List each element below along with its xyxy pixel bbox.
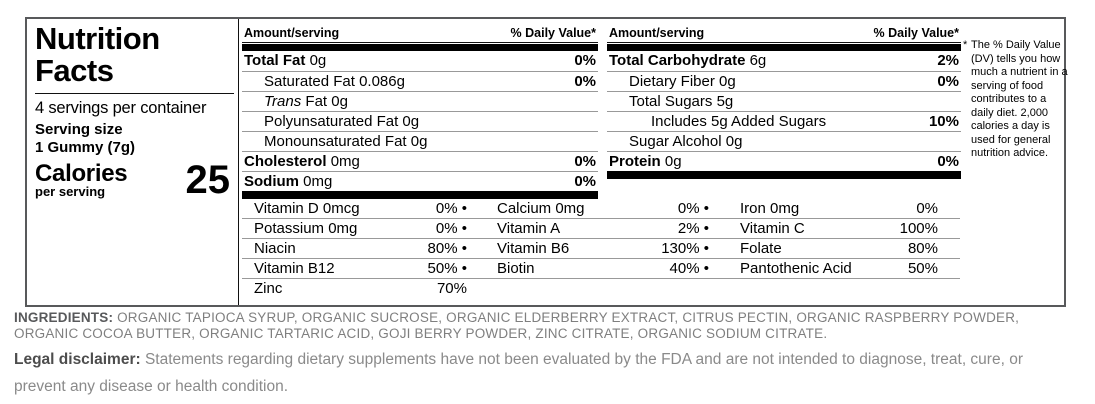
micros-row: Vitamin B12 50% • Biotin 40% • Pantothenic…: [242, 259, 960, 279]
nutrient-row-dietary-fiber: Dietary Fiber 0g 0%: [607, 71, 961, 91]
micro-value: 40% •: [669, 260, 709, 277]
nutrition-facts-label: Nutrition Facts 4 servings per container…: [25, 17, 1068, 307]
column-header: Amount/serving % Daily Value*: [607, 25, 961, 43]
amount-serving-header: Amount/serving: [244, 26, 340, 40]
micro-name: Vitamin B6: [497, 240, 570, 257]
micro-value: 50% •: [427, 260, 467, 277]
nutrient-row-protein: Protein 0g 0%: [607, 151, 961, 170]
calories-label-block: Calories per serving: [35, 160, 128, 199]
carb-rows: Total Carbohydrate 6g 2% Dietary Fiber 0…: [607, 51, 961, 171]
disclaimer-text: Statements regarding dietary supplements…: [14, 351, 1023, 395]
ingredients-section: INGREDIENTS: ORGANIC TAPIOCA SYRUP, ORGA…: [14, 310, 1080, 342]
header-bar: [242, 44, 598, 51]
label-title-line1: Nutrition: [35, 21, 160, 56]
column-header: Amount/serving % Daily Value*: [242, 25, 598, 43]
footnote-asterisk: *: [963, 39, 968, 51]
nutrient-row-sodium: Sodium 0mg 0%: [242, 171, 598, 190]
micro-name: Vitamin A: [497, 220, 561, 237]
daily-value-header: % Daily Value*: [873, 26, 959, 40]
micro-name: Calcium 0mg: [497, 200, 585, 217]
micro-value: 0%: [916, 200, 938, 217]
micro-value: 80%: [907, 240, 938, 257]
label-left-panel: Nutrition Facts 4 servings per container…: [27, 19, 239, 305]
serving-size-value: 1 Gummy (7g): [35, 139, 136, 156]
nutrient-row-saturated-fat: Saturated Fat 0.086g 0%: [242, 71, 598, 91]
label-title-line2: Facts: [35, 53, 114, 88]
micros-row: Potassium 0mg 0% • Vitamin A 2% • Vitamin …: [242, 219, 960, 239]
micros-row: Niacin 80% • Vitamin B6 130% • Folate 80%: [242, 239, 960, 259]
legal-disclaimer-section: Legal disclaimer: Statements regarding d…: [14, 346, 1044, 400]
calories-row: Calories per serving 25: [35, 158, 236, 202]
micro-value: 0% •: [435, 220, 467, 237]
title-divider: [35, 93, 234, 94]
column-end-bar: [242, 191, 598, 199]
micro-name: Potassium 0mg: [254, 220, 358, 237]
amount-serving-header: Amount/serving: [609, 26, 705, 40]
servings-per-container: 4 servings per container: [35, 99, 207, 117]
micro-name: Iron 0mg: [740, 200, 800, 217]
micro-value: 50%: [907, 260, 938, 277]
micros-row: Zinc 70%: [242, 279, 960, 299]
micro-value: 80% •: [427, 240, 467, 257]
nutrient-row-added-sugars: Includes 5g Added Sugars 10%: [607, 111, 961, 131]
micro-name: Zinc: [254, 280, 283, 297]
nutrient-row-polyunsaturated-fat: Polyunsaturated Fat 0g: [242, 111, 598, 131]
nutrient-row-sugar-alcohol: Sugar Alcohol 0g: [607, 131, 961, 151]
nutrient-row-monounsaturated-fat: Monounsaturated Fat 0g: [242, 131, 598, 151]
nutrient-column-carbs: Amount/serving % Daily Value* Total Carb…: [607, 25, 961, 179]
micro-name: Folate: [740, 240, 782, 257]
micro-name: Biotin: [497, 260, 535, 277]
nutrient-row-trans-fat: Trans Fat 0g: [242, 91, 598, 111]
micros-row: Vitamin D 0mcg 0% • Calcium 0mg 0% • Iron …: [242, 199, 960, 219]
header-bar: [607, 44, 961, 51]
nutrient-row-cholesterol: Cholesterol 0mg 0%: [242, 151, 598, 170]
micro-name: Niacin: [254, 240, 296, 257]
micro-name: Vitamin D 0mcg: [254, 200, 360, 217]
calories-sublabel: per serving: [35, 184, 106, 199]
ingredients-label: INGREDIENTS:: [14, 310, 114, 325]
serving-size-label: Serving size: [35, 121, 123, 138]
calories-label: Calories: [35, 160, 128, 187]
micro-name: Pantothenic Acid: [740, 260, 852, 277]
micro-value: 100%: [899, 220, 938, 237]
fat-rows: Total Fat 0g 0% Saturated Fat 0.086g 0% …: [242, 51, 598, 191]
micro-name: Vitamin B12: [254, 260, 335, 277]
micro-value: 0% •: [677, 200, 709, 217]
micronutrients-table: Vitamin D 0mcg 0% • Calcium 0mg 0% • Iron …: [242, 199, 960, 299]
nutrient-row-total-sugars: Total Sugars 5g: [607, 91, 961, 111]
column-end-bar: [607, 171, 961, 179]
footnote-text: The % Daily Value (DV) tells you how muc…: [971, 39, 1068, 159]
nutrient-row-total-fat: Total Fat 0g 0%: [244, 52, 596, 69]
calories-value: 25: [185, 158, 231, 202]
daily-value-footnote: * The % Daily Value (DV) tells you how m…: [963, 39, 1070, 161]
nutrient-row-total-carbohydrate: Total Carbohydrate 6g 2%: [609, 52, 959, 69]
micro-value: 130% •: [661, 240, 709, 257]
micro-name: Vitamin C: [740, 220, 805, 237]
micro-value: 70%: [436, 280, 467, 297]
micro-value: 0% •: [435, 200, 467, 217]
disclaimer-label: Legal disclaimer:: [14, 351, 141, 368]
daily-value-header: % Daily Value*: [510, 26, 596, 40]
nutrient-column-fats: Amount/serving % Daily Value* Total Fat …: [242, 25, 598, 199]
micro-value: 2% •: [677, 220, 709, 237]
ingredients-text: ORGANIC TAPIOCA SYRUP, ORGANIC SUCROSE, …: [14, 310, 1020, 341]
